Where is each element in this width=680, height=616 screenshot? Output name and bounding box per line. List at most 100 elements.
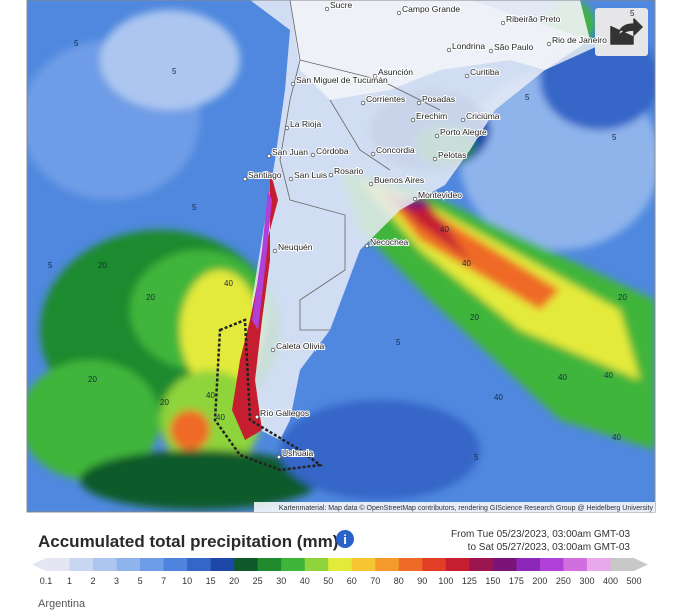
contour-label: 5: [74, 39, 79, 48]
legend-label: 0.1: [40, 576, 53, 586]
legend-swatch: [375, 558, 400, 571]
city-dot: [284, 125, 290, 131]
contour-label: 20: [618, 293, 627, 302]
city-dot: [266, 153, 272, 159]
region: Argentina: [38, 598, 86, 610]
legend-label: 70: [370, 576, 380, 586]
legend-swatch: [69, 558, 94, 571]
legend-label: 300: [579, 576, 594, 586]
city-label: Erechim: [416, 111, 447, 121]
legend-swatch: [163, 558, 188, 571]
city-label: Posadas: [422, 94, 455, 104]
contour-label: 20: [470, 313, 479, 322]
period-to: to Sat 05/27/2023, 03:00am GMT-03: [468, 542, 631, 553]
city-label: San Juan: [272, 147, 308, 157]
period-from: From Tue 05/23/2023, 03:00am GMT-03: [451, 529, 630, 540]
legend-swatch: [93, 558, 118, 571]
city-dot: [416, 100, 422, 106]
legend-swatch: [140, 558, 165, 571]
info-button[interactable]: i: [336, 530, 354, 548]
city-label: Asunción: [378, 67, 413, 77]
contour-label: 40: [558, 373, 567, 382]
contour-label: 20: [146, 293, 155, 302]
legend-label: 5: [138, 576, 143, 586]
legend-arrow-right: [634, 558, 648, 571]
city-dot: [488, 48, 494, 54]
legend-swatch: [422, 558, 447, 571]
legend-swatch: [328, 558, 353, 571]
legend-label: 100: [438, 576, 453, 586]
land: [250, 0, 600, 440]
city-dot: [464, 73, 470, 79]
legend-label: 2: [91, 576, 96, 586]
legend-swatch: [469, 558, 494, 571]
city-dot: [254, 414, 260, 420]
city-label: Buenos Aires: [374, 175, 424, 185]
legend-label: 60: [347, 576, 357, 586]
legend-swatch: [281, 558, 306, 571]
city-dot: [328, 172, 334, 178]
contour-label: 20: [160, 398, 169, 407]
city-dot: [360, 100, 366, 106]
legend-label: 15: [206, 576, 216, 586]
city-label: Concordia: [376, 145, 415, 155]
map: [27, 0, 655, 512]
city-dot: [276, 454, 282, 460]
city-label: Caleta Olivia: [276, 341, 324, 351]
city-label: Rosario: [334, 166, 364, 176]
city-dot: [410, 117, 416, 123]
city-dot: [272, 248, 278, 254]
city-label: Ribeirão Preto: [506, 14, 561, 24]
legend-swatch: [516, 558, 541, 571]
legend-swatch: [116, 558, 141, 571]
legend-label: 400: [603, 576, 618, 586]
legend-label: 3: [114, 576, 119, 586]
share-button[interactable]: [595, 8, 648, 56]
legend-swatch: [610, 558, 635, 571]
legend-title: Accumulated total precipitation (mm): [38, 532, 338, 551]
contour-label: 40: [494, 393, 503, 402]
legend-swatch: [234, 558, 259, 571]
legend-label: 50: [323, 576, 333, 586]
legend-label: 40: [300, 576, 310, 586]
city-label: Santiago: [248, 170, 282, 180]
city-label: Pelotas: [438, 150, 466, 160]
legend-label: 500: [626, 576, 641, 586]
contour-label: 40: [604, 371, 613, 380]
city-label: Curitiba: [470, 67, 500, 77]
city-dot: [324, 6, 330, 12]
contour-label: 40: [440, 225, 449, 234]
legend-arrow-left: [32, 558, 46, 571]
legend-label: 25: [253, 576, 263, 586]
city-dot: [368, 181, 374, 187]
city-label: Criciúma: [466, 111, 500, 121]
legend-label: 30: [276, 576, 286, 586]
city-label: Montevideo: [418, 190, 462, 200]
city-dot: [500, 20, 506, 26]
legend-label: 10: [182, 576, 192, 586]
legend-label: 1: [67, 576, 72, 586]
city-dot: [364, 243, 370, 249]
city-dot: [546, 41, 552, 47]
legend-swatch: [187, 558, 212, 571]
city-dot: [288, 176, 294, 182]
city-label: Sucre: [330, 0, 352, 10]
legend-label: 125: [462, 576, 477, 586]
contour-label: 5: [192, 203, 197, 212]
city-label: Neuquén: [278, 242, 313, 252]
legend-swatch: [445, 558, 470, 571]
city-dot: [310, 152, 316, 158]
contour-label: 40: [462, 259, 471, 268]
city-label: Río Gallegos: [260, 408, 309, 418]
legend-swatch: [351, 558, 376, 571]
city-label: La Rioja: [290, 119, 321, 129]
info-icon[interactable]: i: [343, 532, 347, 547]
legend-label: 20: [229, 576, 239, 586]
legend-swatch: [492, 558, 517, 571]
legend-swatch: [539, 558, 564, 571]
city-dot: [396, 10, 402, 16]
city-label: Londrina: [452, 41, 485, 51]
city-label: Córdoba: [316, 146, 349, 156]
city-dot: [270, 347, 276, 353]
